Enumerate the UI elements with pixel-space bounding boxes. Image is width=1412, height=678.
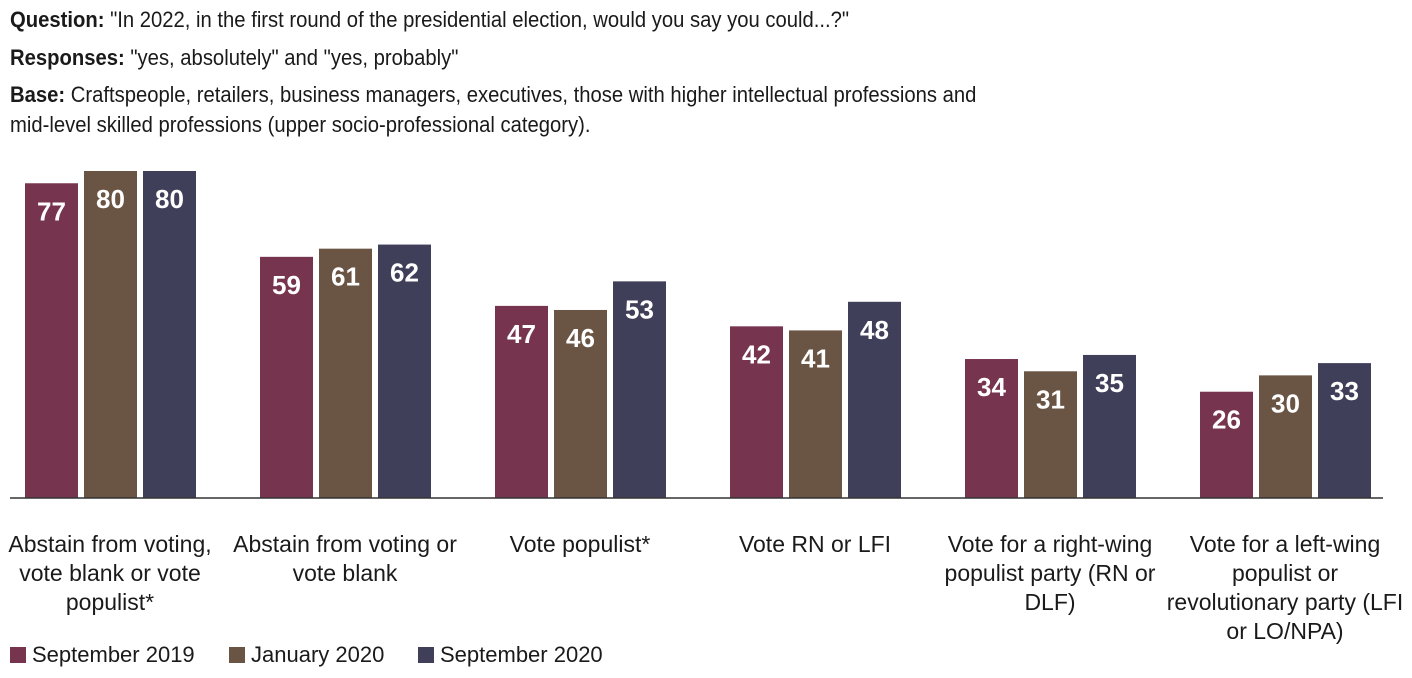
value-label: 80	[155, 184, 184, 214]
note: Question: "In 2022, in the first round o…	[10, 5, 985, 35]
value-label: 30	[1271, 388, 1300, 418]
bar	[1024, 371, 1077, 498]
value-label: 77	[37, 196, 66, 226]
x-tick-label: Abstain from voting or vote blank	[233, 531, 457, 586]
bar	[143, 171, 196, 498]
bar	[319, 248, 372, 498]
bar	[1083, 354, 1136, 498]
note: Responses: "yes, absolutely" and "yes, p…	[10, 43, 985, 73]
bar	[1318, 363, 1371, 498]
x-tick-label: Vote RN or LFI	[738, 531, 892, 557]
chart: 77 59 47 42 34 26 80 61 46 41 31 30 80 62 53 48 35 33	[10, 171, 1383, 499]
note-label: Responses:	[10, 45, 125, 70]
bar	[25, 183, 78, 498]
value-label: 80	[96, 184, 125, 214]
bar	[613, 281, 666, 498]
legend-swatch	[229, 647, 245, 663]
bar	[730, 326, 783, 498]
value-label: 35	[1095, 368, 1124, 398]
x-tick-label: Vote populist*	[509, 531, 651, 557]
bar	[260, 256, 313, 498]
value-label: 62	[390, 258, 419, 288]
value-label: 47	[507, 319, 536, 349]
value-label: 53	[625, 294, 654, 324]
legend-swatch	[10, 647, 26, 663]
note-text: "In 2022, in the first round of the pres…	[110, 7, 850, 32]
legend-label: September 2020	[440, 642, 603, 667]
x-tick-label: Vote for a left-wing populist or revolut…	[1166, 531, 1404, 644]
value-label: 26	[1212, 405, 1241, 435]
note-text: Craftspeople, retailers, business manage…	[10, 82, 977, 137]
legend-swatch	[418, 647, 434, 663]
value-label: 46	[566, 323, 595, 353]
legend-item: September 2020	[418, 642, 603, 668]
bar	[1259, 375, 1312, 498]
note-label: Base:	[10, 82, 66, 107]
bar	[84, 171, 137, 498]
x-tick-label: Vote for a right-wing populist party (RN…	[944, 531, 1156, 615]
bar	[848, 301, 901, 498]
bar	[495, 305, 548, 498]
value-label: 34	[977, 372, 1006, 402]
bar	[965, 359, 1018, 498]
value-label: 59	[272, 270, 301, 300]
note-label: Question:	[10, 7, 105, 32]
value-label: 33	[1330, 376, 1359, 406]
legend-label: September 2019	[32, 642, 195, 667]
value-label: 61	[331, 262, 360, 292]
value-label: 48	[860, 315, 889, 345]
value-label: 31	[1036, 384, 1065, 414]
value-label: 42	[742, 339, 771, 369]
bar	[789, 330, 842, 498]
legend-label: January 2020	[251, 642, 385, 667]
legend-item: September 2019	[10, 642, 195, 668]
legend-item: January 2020	[229, 642, 384, 668]
note-text: "yes, absolutely" and "yes, probably"	[130, 45, 459, 70]
bar	[378, 244, 431, 498]
note: Base: Craftspeople, retailers, business …	[10, 80, 985, 140]
bar	[1200, 391, 1253, 498]
value-label: 41	[801, 343, 830, 373]
x-tick-label: Abstain from voting, vote blank or vote …	[8, 531, 212, 615]
bar	[554, 309, 607, 498]
